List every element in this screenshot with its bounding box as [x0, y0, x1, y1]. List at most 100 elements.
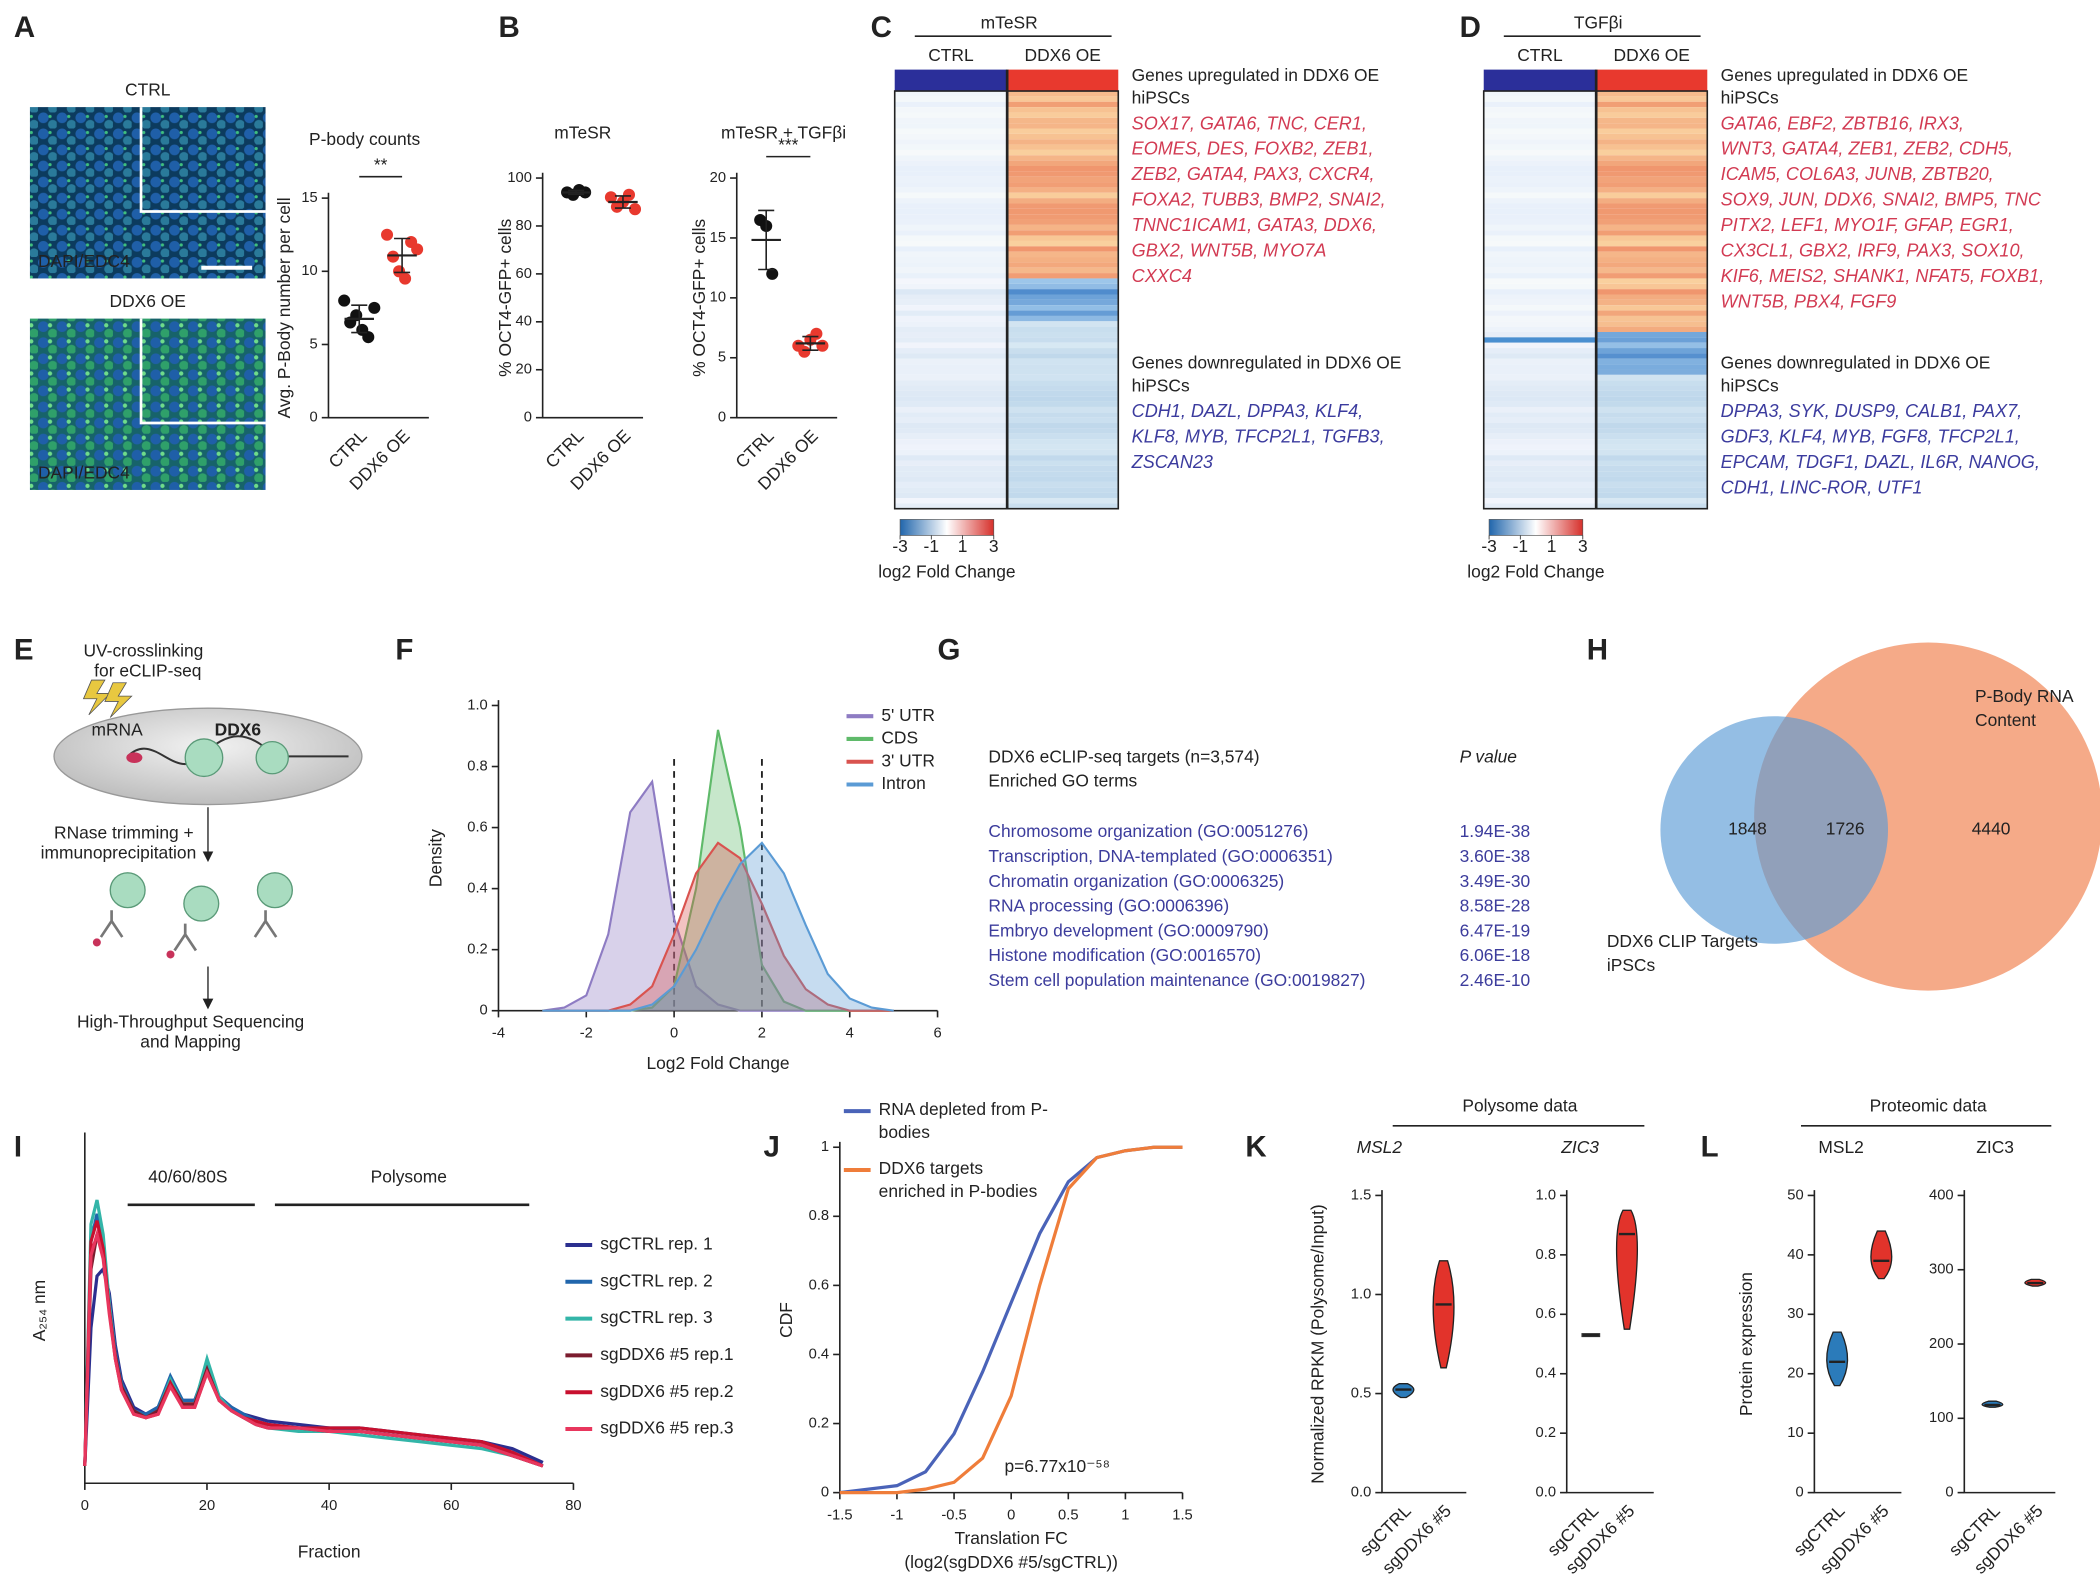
heatmap-row	[894, 385, 1008, 391]
y-tick-label: 10	[1787, 1425, 1803, 1441]
heatmap-row	[1007, 219, 1119, 225]
y-tick-label: 0.5	[1351, 1385, 1371, 1401]
column-label: CTRL	[928, 45, 974, 65]
panel-label: A	[14, 11, 35, 44]
legend-label: sgCTRL rep. 1	[600, 1234, 712, 1254]
heatmap-row	[1483, 208, 1597, 215]
axis	[1963, 1190, 2056, 1494]
heatmap-row	[1007, 417, 1119, 424]
heatmap-row	[1483, 139, 1597, 145]
heatmap-row	[1007, 273, 1119, 279]
go-term: Transcription, DNA-templated (GO:0006351…	[988, 846, 1332, 866]
venn-label: DDX6 CLIP Targets	[1607, 931, 1758, 951]
heatmap-row	[894, 471, 1008, 477]
heatmap-row	[1596, 171, 1708, 177]
heatmap-row	[1483, 444, 1597, 450]
heatmap-row	[1596, 428, 1708, 434]
heatmap-row	[894, 503, 1008, 509]
go-term: Stem cell population maintenance (GO:001…	[988, 970, 1365, 990]
heatmap-row	[1007, 444, 1119, 450]
heatmap-row	[1596, 133, 1708, 140]
venn-circle	[1660, 716, 1889, 944]
heatmap-row	[1596, 299, 1708, 306]
venn-count: 1726	[1826, 819, 1865, 839]
heatmap-row	[1483, 497, 1597, 504]
heatmap-row	[1007, 406, 1119, 413]
heatmap-row	[1007, 96, 1119, 102]
venn-label: P-Body RNA	[1975, 686, 2074, 706]
p-value: 3.60E-38	[1460, 846, 1531, 866]
density-area	[542, 842, 894, 1011]
heatmap-row	[1596, 257, 1708, 263]
heatmap-row	[1596, 337, 1708, 343]
p-value: 1.94E-38	[1460, 821, 1531, 841]
heatmap-row	[1007, 380, 1119, 386]
gene-list: EOMES, DES, FOXB2, ZEB1,	[1132, 139, 1374, 159]
heatmap-row	[1483, 396, 1597, 402]
heatmap-row	[1483, 369, 1597, 375]
heatmap-row	[894, 251, 1008, 258]
heatmap-row	[1596, 342, 1708, 349]
heatmap-row	[1007, 455, 1119, 461]
y-tick-label: 20	[516, 362, 532, 378]
heatmap-row	[1483, 112, 1597, 118]
chart-title: ZIC3	[1560, 1137, 1599, 1157]
x-tick-label: 0	[670, 1025, 678, 1041]
y-tick-label: 0.6	[809, 1277, 829, 1293]
heatmap-row	[1007, 101, 1119, 108]
heatmap-row	[1483, 476, 1597, 482]
heatmap-row	[1007, 310, 1119, 316]
p-value: 6.47E-19	[1460, 920, 1531, 940]
heatmap-row	[1596, 160, 1708, 166]
heatmap-row	[894, 182, 1008, 188]
heatmap-row	[1483, 176, 1597, 183]
heatmap-row	[1596, 278, 1708, 284]
heatmap-row	[1007, 235, 1119, 241]
data-point	[338, 294, 351, 307]
gene-list: EPCAM, TDGF1, DAZL, IL6R, NANOG,	[1721, 452, 2040, 472]
heatmap-row	[1596, 348, 1708, 354]
gene-list: TNNC1ICAM1, GATA3, DDX6,	[1132, 215, 1377, 235]
heatmap-row	[1596, 353, 1708, 359]
y-tick-label: 10	[710, 290, 726, 306]
heatmap-row	[894, 240, 1008, 247]
y-tick-label: 40	[1787, 1247, 1803, 1263]
chart-title: ZIC3	[1976, 1137, 2014, 1157]
heatmap-row	[894, 176, 1008, 183]
heatmap-row	[894, 165, 1008, 172]
list-header: hiPSCs	[1132, 88, 1190, 108]
go-term: Embryo development (GO:0009790)	[988, 920, 1268, 940]
legend-label: sgCTRL rep. 2	[600, 1270, 712, 1290]
colorbar	[1488, 519, 1584, 536]
list-header: Genes upregulated in DDX6 OE	[1721, 65, 1968, 85]
heatmap-row	[1483, 315, 1597, 322]
heatmap-row	[1596, 503, 1708, 509]
heatmap-row	[1596, 465, 1708, 472]
region-label: 40/60/80S	[148, 1167, 227, 1187]
gene-list: KIF6, MEIS2, SHANK1, NFAT5, FOXB1,	[1721, 266, 2045, 286]
heatmap-row	[1596, 208, 1708, 215]
stain-label: DAPI/EDC4	[38, 462, 130, 482]
y-tick-label: 0.8	[809, 1208, 829, 1224]
gene-list: FOXA2, TUBB3, BMP2, SNAI2,	[1132, 190, 1386, 210]
y-tick-label: 5	[310, 336, 318, 352]
heatmap-row	[1596, 315, 1708, 322]
gene-list: ZSCAN23	[1131, 452, 1213, 472]
heatmap-row	[1483, 128, 1597, 134]
heatmap-row	[1007, 192, 1119, 199]
y-tick-label: 30	[1787, 1306, 1803, 1322]
y-tick-label: 40	[516, 314, 532, 330]
heatmap-row	[1596, 112, 1708, 118]
heatmap-row	[1007, 321, 1119, 327]
heatmap-row	[894, 133, 1008, 140]
y-tick-label: 0.6	[467, 819, 487, 835]
y-tick-label: 20	[1787, 1366, 1803, 1382]
heatmap-row	[1596, 406, 1708, 413]
heatmap-row	[894, 315, 1008, 322]
data-point	[387, 250, 400, 263]
y-tick-label: 200	[1929, 1336, 1954, 1352]
panel-label: B	[498, 11, 519, 44]
axis	[735, 172, 838, 419]
y-axis-label: CDF	[776, 1302, 796, 1338]
heatmap-row	[894, 428, 1008, 434]
